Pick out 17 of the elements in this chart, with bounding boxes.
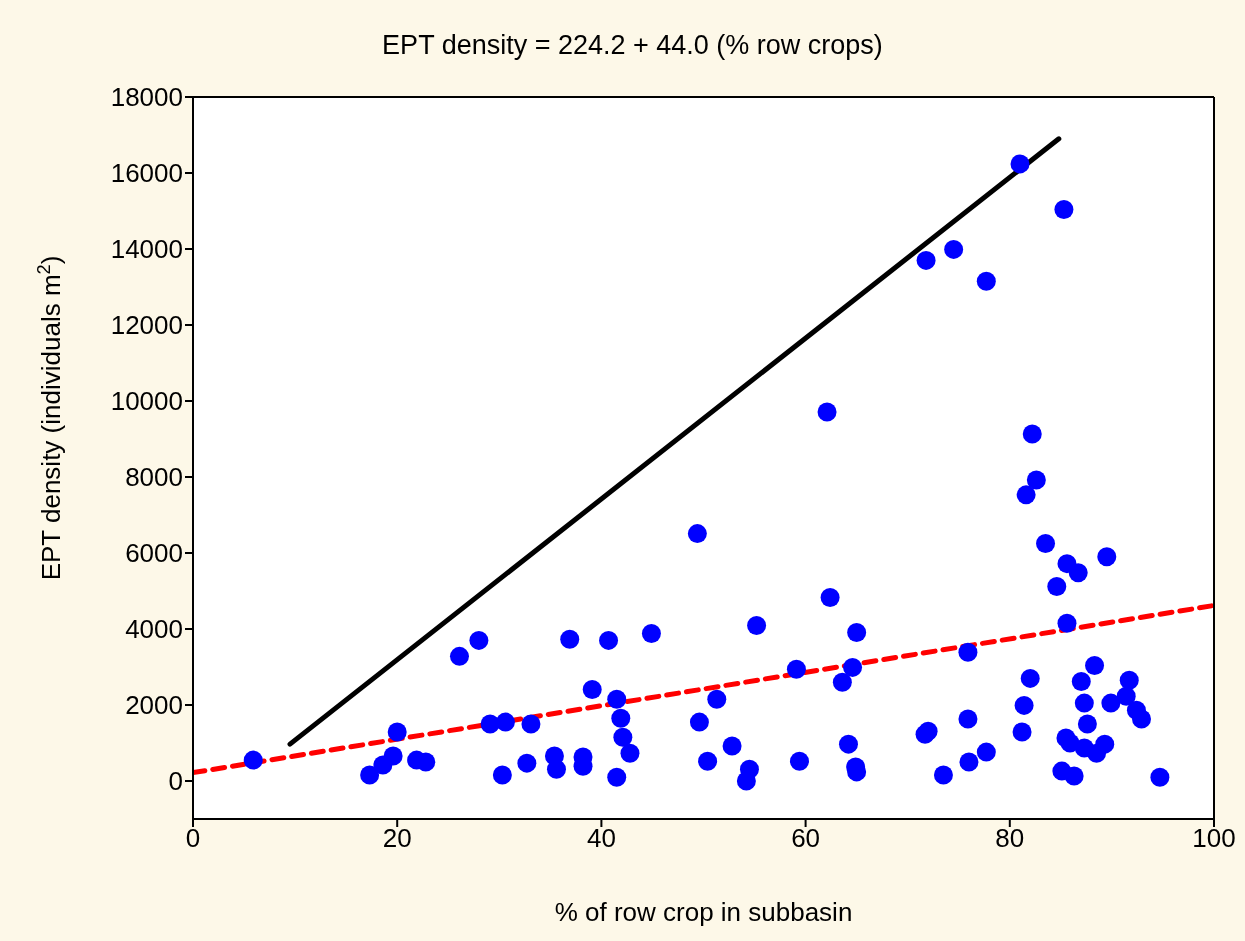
y-tick-label: 14000 — [110, 234, 183, 265]
x-tick-label: 40 — [586, 823, 616, 854]
y-tick-label: 10000 — [110, 386, 183, 417]
x-tick-label: 60 — [791, 823, 821, 854]
y-tick-label: 6000 — [125, 538, 183, 569]
y-tick-label: 12000 — [110, 310, 183, 341]
y-tick-label: 8000 — [125, 462, 183, 493]
x-tick-label: 20 — [382, 823, 412, 854]
y-tick-label: 16000 — [110, 158, 183, 189]
chart-title: EPT density = 224.2 + 44.0 (% row crops) — [381, 30, 884, 61]
y-tick-label: 18000 — [110, 82, 183, 113]
y-tick-label: 2000 — [125, 690, 183, 721]
x-axis-title: % of row crop in subbasin — [554, 897, 853, 927]
x-tick-label: 100 — [1192, 823, 1236, 854]
x-tick-label: 80 — [995, 823, 1025, 854]
y-tick-label: 0 — [168, 766, 183, 797]
y-tick-label: 4000 — [125, 614, 183, 645]
